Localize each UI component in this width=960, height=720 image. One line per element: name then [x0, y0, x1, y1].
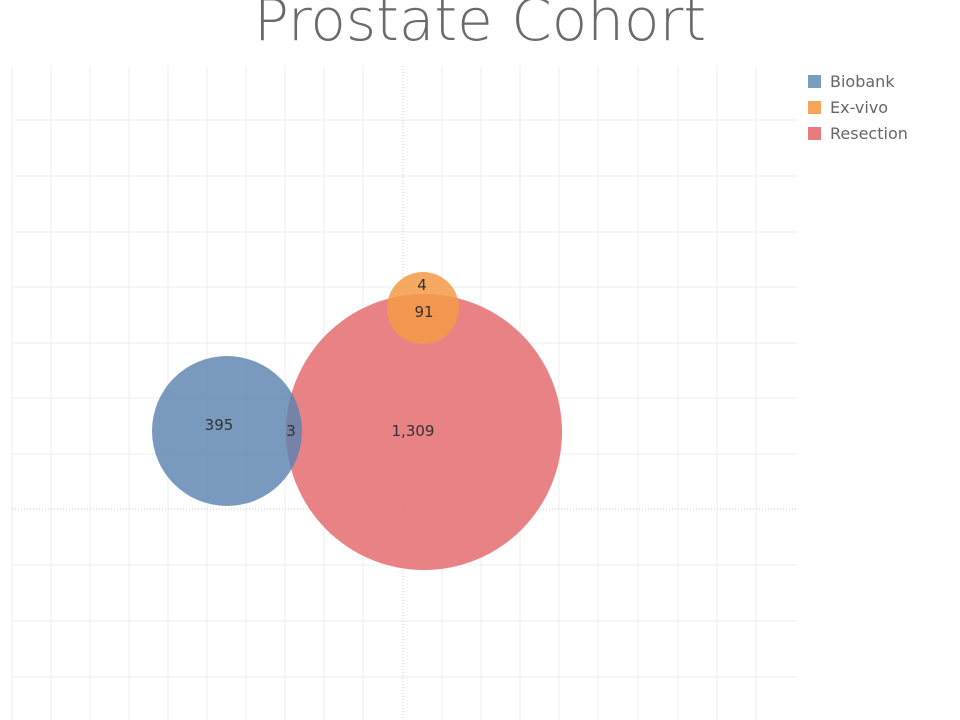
label-exvivo-only: 4	[417, 276, 427, 294]
legend-item-biobank[interactable]: Biobank	[808, 68, 908, 94]
legend-label: Ex-vivo	[830, 97, 889, 117]
legend: Biobank Ex-vivo Resection	[808, 68, 908, 146]
legend-label: Resection	[830, 123, 908, 143]
legend-swatch-resection	[808, 126, 821, 140]
chart-title: Prostate Cohort	[253, 0, 707, 54]
legend-item-resection[interactable]: Resection	[808, 120, 908, 146]
biobank-circle[interactable]	[152, 356, 302, 506]
legend-item-exvivo[interactable]: Ex-vivo	[808, 94, 908, 120]
legend-swatch-exvivo	[808, 100, 821, 114]
exvivo-circle[interactable]	[387, 272, 459, 344]
label-exvivo-resection: 91	[414, 303, 433, 321]
resection-circle[interactable]	[286, 294, 562, 570]
legend-label: Biobank	[830, 71, 895, 91]
label-biobank-resection: 3	[286, 422, 296, 440]
label-resection-only: 1,309	[392, 422, 435, 440]
legend-swatch-biobank	[808, 74, 821, 88]
label-biobank-only: 395	[205, 416, 234, 434]
